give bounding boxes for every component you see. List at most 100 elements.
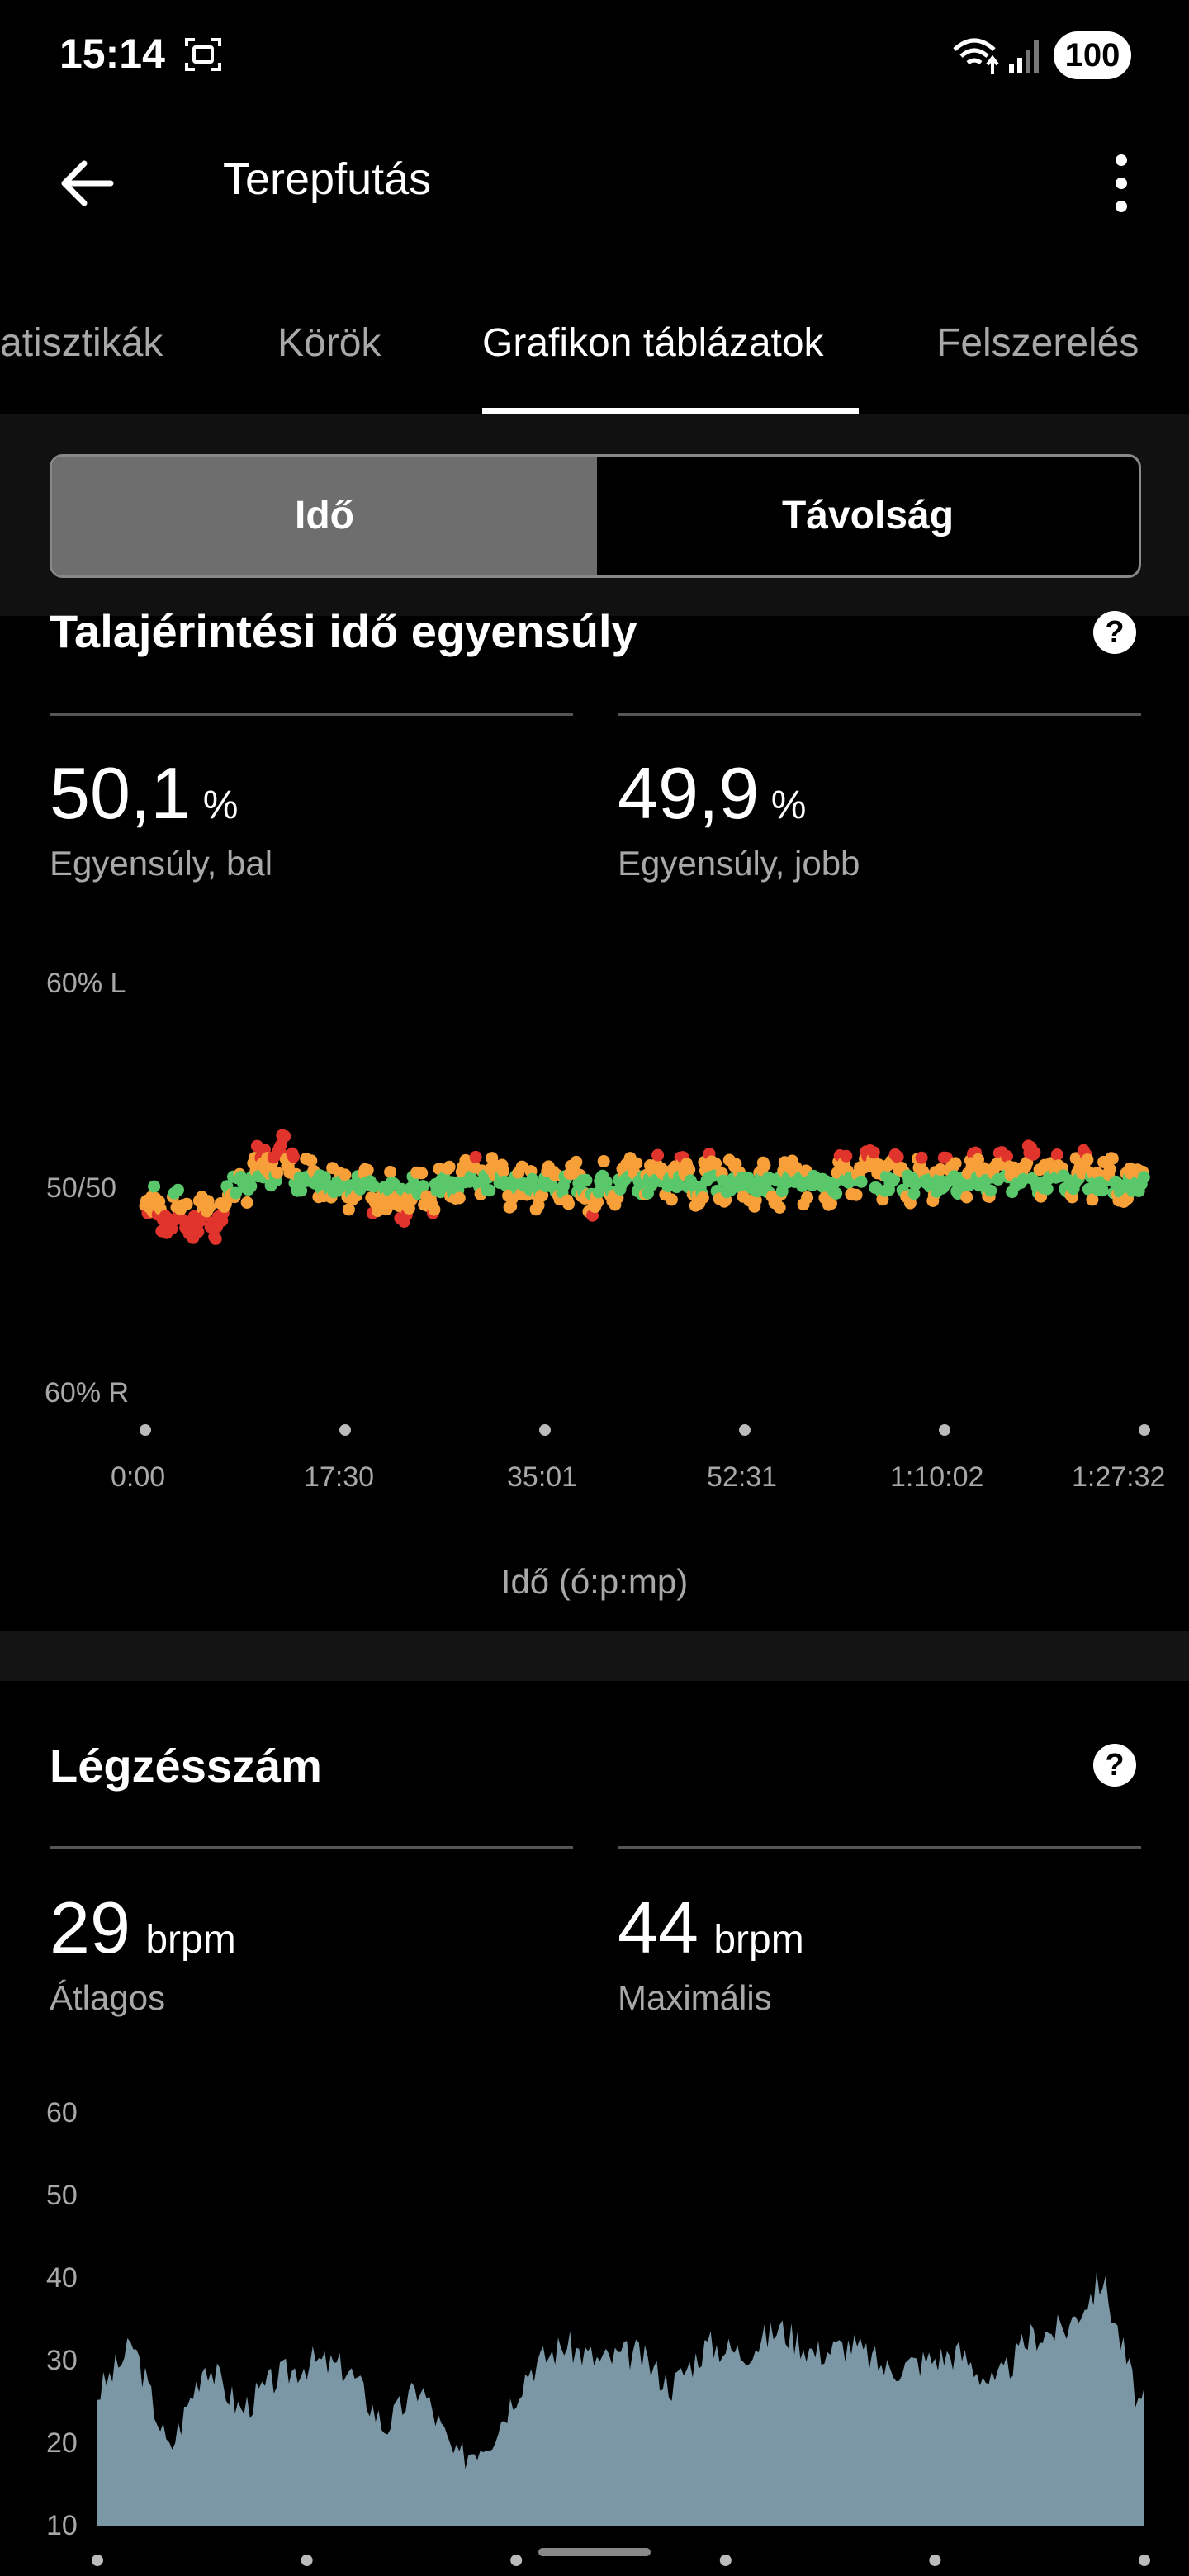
breath-max-label: Maximális <box>618 1978 772 2017</box>
balance-point <box>709 1157 722 1170</box>
x-tick-label: 1:27:32 <box>1072 1461 1166 1493</box>
balance-left-value: 50,1 <box>50 752 192 834</box>
x-tick-label: 17:30 <box>304 1461 375 1493</box>
balance-point <box>1081 1153 1094 1167</box>
balance-point <box>497 1164 509 1177</box>
y-tick-label: 60 <box>46 2097 78 2129</box>
balance-point <box>867 1146 880 1159</box>
tab-charts[interactable]: Grafikon táblázatok <box>482 321 824 365</box>
x-tick-label: 35:01 <box>507 1461 578 1493</box>
segment-distance[interactable]: Távolság <box>781 494 955 537</box>
balance-point <box>384 1166 397 1178</box>
x-tick-dot <box>539 1424 551 1436</box>
divider <box>50 1846 573 1849</box>
balance-point <box>599 1175 613 1188</box>
x-tick-dot <box>1139 1424 1150 1436</box>
home-indicator[interactable] <box>538 2548 651 2556</box>
balance-point <box>683 1163 696 1177</box>
balance-point <box>244 1180 258 1193</box>
balance-point <box>597 1155 610 1167</box>
balance-point <box>452 1191 466 1205</box>
balance-point <box>240 1196 253 1209</box>
balance-point <box>828 1176 841 1189</box>
x-tick-dot <box>939 1424 950 1436</box>
help-icon[interactable]: ? <box>1093 611 1136 654</box>
y-label-mid: 50/50 <box>46 1172 117 1204</box>
balance-right-label: Egyensúly, jobb <box>618 844 860 883</box>
breath-chart <box>92 2271 1150 2566</box>
balance-point <box>960 1191 973 1204</box>
x-tick-label: 52:31 <box>707 1461 778 1493</box>
y-label-bottom: 60% R <box>45 1377 130 1409</box>
balance-point <box>287 1150 300 1163</box>
balance-point <box>891 1150 904 1163</box>
balance-point <box>148 1180 161 1193</box>
breath-card-title: Légzésszám <box>50 1740 322 1792</box>
breath-rate-area <box>97 2271 1144 2526</box>
x-tick-dot <box>339 1424 351 1436</box>
x-tick-label: 1:10:02 <box>890 1461 984 1493</box>
help-icon[interactable]: ? <box>1093 1744 1136 1787</box>
breath-max-value: 44 <box>618 1887 699 1968</box>
balance-point <box>180 1197 193 1210</box>
balance-point <box>801 1191 814 1204</box>
balance-point <box>305 1154 318 1167</box>
y-tick-label: 50 <box>46 2180 78 2211</box>
balance-point <box>562 1197 576 1210</box>
balance-point <box>367 1180 381 1193</box>
balance-point <box>630 1157 643 1170</box>
balance-point <box>1086 1193 1099 1206</box>
divider <box>618 1846 1141 1849</box>
segment-time[interactable]: Idő <box>52 457 597 575</box>
balance-point <box>443 1160 456 1173</box>
breath-avg-label: Átlagos <box>50 1978 166 2017</box>
more-options-icon[interactable] <box>1098 149 1144 218</box>
x-axis-title: Idő (ó:p:mp) <box>500 1562 689 1601</box>
balance-chart <box>139 1129 1150 1436</box>
x-tick-dot <box>510 2555 523 2566</box>
balance-point <box>428 1203 441 1216</box>
balance-point <box>1028 1146 1041 1159</box>
back-arrow-icon[interactable] <box>53 149 122 218</box>
time-distance-toggle: Idő Távolság <box>50 454 1141 578</box>
tab-equipment[interactable]: Felszerelés <box>936 321 1139 365</box>
balance-right-value: 49,9 <box>618 752 760 834</box>
balance-point <box>230 1186 242 1200</box>
x-tick-dot <box>739 1424 751 1436</box>
balance-point <box>361 1163 374 1177</box>
balance-point <box>209 1232 222 1245</box>
balance-point <box>963 1178 976 1191</box>
breath-max-stat: 44 brpm <box>618 1886 804 1970</box>
balance-card-title: Talajérintési idő egyensúly <box>50 605 637 657</box>
balance-point <box>380 1202 393 1215</box>
tab-statistics[interactable]: atisztikák <box>0 321 163 365</box>
breath-avg-value: 29 <box>50 1887 130 1968</box>
balance-point <box>1137 1171 1150 1184</box>
balance-point <box>1001 1150 1013 1163</box>
balance-point <box>830 1186 843 1200</box>
page-title: Terepfutás <box>223 154 432 204</box>
balance-point <box>934 1163 947 1176</box>
balance-point <box>949 1157 962 1170</box>
balance-left-stat: 50,1 % <box>50 751 238 836</box>
tab-bar: atisztikák Körök Grafikon táblázatok Fel… <box>0 305 1189 414</box>
balance-point <box>570 1155 583 1168</box>
balance-point <box>172 1183 184 1196</box>
y-tick-label: 20 <box>46 2427 78 2459</box>
balance-point <box>696 1191 709 1204</box>
breath-avg-unit: brpm <box>145 1918 236 1962</box>
divider <box>618 713 1141 716</box>
tab-laps[interactable]: Körök <box>277 321 381 365</box>
balance-point <box>580 1173 593 1186</box>
balance-point <box>415 1167 429 1180</box>
balance-point <box>203 1200 216 1214</box>
balance-point <box>888 1172 901 1186</box>
y-label-top: 60% L <box>46 968 126 999</box>
balance-point <box>984 1184 997 1197</box>
x-tick-dot <box>140 1424 151 1436</box>
balance-point <box>271 1166 284 1179</box>
balance-point <box>342 1203 355 1216</box>
x-tick-row: 0:00 17:30 35:01 52:31 1:10:02 1:27:32 <box>0 1461 1189 1503</box>
y-tick-label: 30 <box>46 2345 78 2376</box>
balance-point <box>165 1222 178 1235</box>
